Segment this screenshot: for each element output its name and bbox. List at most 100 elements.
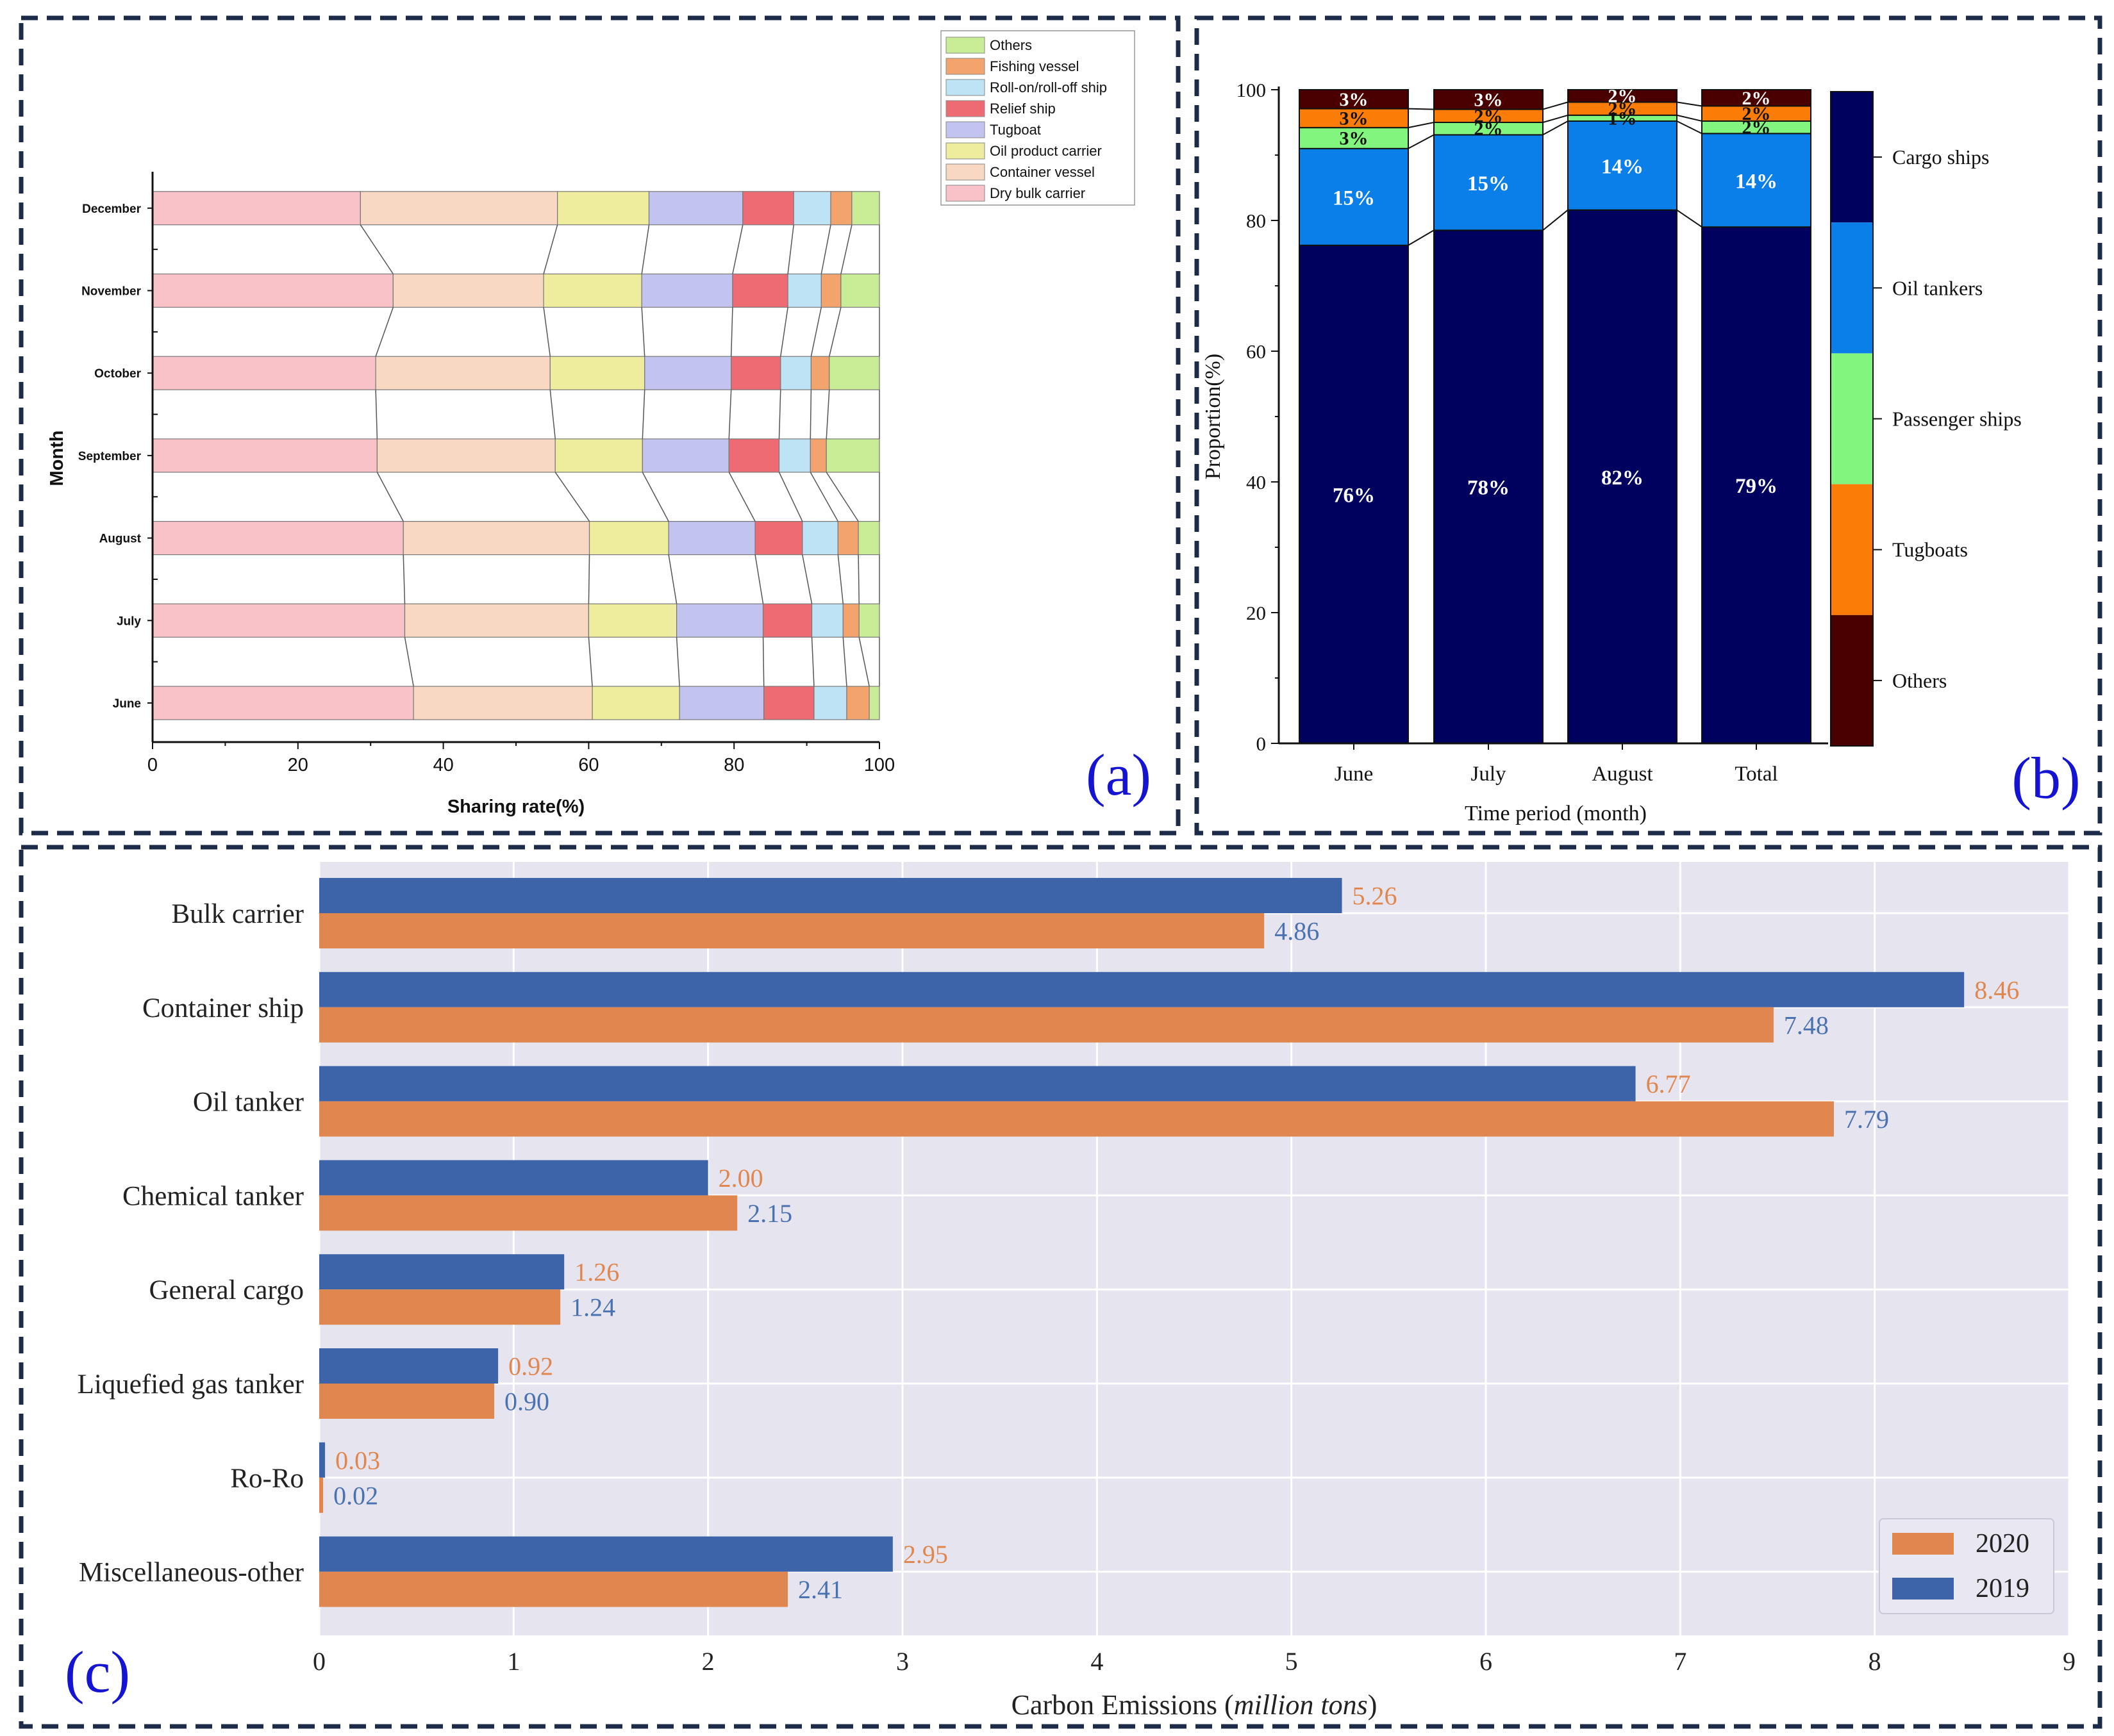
legend-b-swatch-tugboats (1831, 484, 1873, 615)
panel-c-x-axis-label-suffix: ) (1368, 1689, 1377, 1721)
bar-b-june-cargo-ships (1299, 244, 1409, 744)
panel-a-axes: June July August September October November De… (78, 172, 895, 775)
connector-a-june-7 (858, 637, 870, 687)
bar-c-liquefied-gas-tanker-2019 (319, 1348, 499, 1384)
x-tick-label-c-3: 3 (896, 1647, 909, 1676)
bar-b-july-cargo-ships (1433, 229, 1544, 744)
bar-a-october-oil-product-carrier (549, 356, 645, 390)
panel-b-x-axis-label: Time period (month) (1465, 802, 1647, 825)
bar-c-chemical-tanker-2019 (319, 1160, 708, 1196)
value-label-c-miscellaneous-other-2019: 2.95 (903, 1540, 948, 1569)
value-label-c-liquefied-gas-tanker-2019: 0.92 (508, 1352, 553, 1381)
bar-label-b-august-tugboats: 2% (1608, 99, 1637, 120)
bar-b-august-others (1567, 89, 1677, 103)
panel-c-x-axis-label: Carbon Emissions (million tons) (1011, 1689, 1377, 1721)
connector-a-september-3 (642, 390, 645, 439)
bar-a-december-others (851, 191, 880, 226)
bar-c-ro-ro-2020 (319, 1477, 324, 1513)
connector-a-september-5 (778, 390, 781, 439)
y-tick-label-c-general-cargo: General cargo (149, 1275, 304, 1305)
bar-a-december-oil-product-carrier (557, 191, 650, 226)
legend-b-swatch-oil-tankers (1831, 222, 1873, 354)
panel-c-axes: 0 1 2 3 4 5 6 7 8 9 Bulk carrier Container ship Oil … (78, 899, 2076, 1676)
bar-a-september-others (826, 438, 880, 473)
bar-a-june-dry-bulk-carrier (152, 686, 414, 720)
connector-a-august-3 (642, 472, 669, 522)
bar-c-container-ship-2020 (319, 1007, 1774, 1043)
bar-a-july-container-vessel (404, 603, 589, 638)
y-tick-label-a-june: June (113, 697, 141, 711)
bar-a-july-dry-bulk-carrier (152, 603, 406, 638)
bar-a-september-fishing-vessel (810, 438, 827, 473)
panel-b-connectors (1408, 101, 1702, 246)
legend-a-swatch-oil-product-carrier (945, 142, 985, 160)
bar-b-june-oil-tankers (1299, 147, 1409, 246)
bar-a-october-container-vessel (375, 356, 551, 390)
connector-b-june-3 (1408, 122, 1435, 129)
connector-a-october-7 (829, 307, 842, 357)
value-label-c-chemical-tanker-2020: 2.15 (747, 1199, 792, 1228)
connector-a-october-3 (641, 307, 645, 357)
bar-b-july-oil-tankers (1433, 134, 1544, 231)
connector-a-july-6 (837, 554, 844, 604)
connector-b-august-1 (1676, 209, 1702, 228)
connector-b-july-4 (1542, 101, 1569, 110)
bar-a-december-tugboat (648, 191, 744, 226)
connector-a-june-6 (842, 637, 847, 687)
panel-a-y-axis-label: Month (47, 431, 67, 486)
y-tick-label-a-september: September (78, 450, 142, 463)
y-tick-label-c-ro-ro: Ro-Ro (230, 1464, 304, 1494)
bar-c-bulk-carrier-2019 (319, 878, 1342, 913)
bar-a-october-tugboat (644, 356, 732, 390)
y-tick-label-a-november: November (81, 285, 142, 299)
connector-b-july-3 (1542, 114, 1569, 123)
y-tick-label-b-60: 60 (1246, 340, 1266, 363)
x-tick-label-b-july: July (1470, 763, 1506, 786)
legend-a-label-oil-product-carrier: Oil product carrier (990, 143, 1102, 159)
bar-a-december-container-vessel (360, 191, 558, 226)
panel-b-y-axis-label: Proportion(%) (1201, 354, 1225, 479)
connector-a-october-1 (375, 307, 394, 357)
connector-a-august-1 (376, 472, 404, 522)
bar-a-november-roll-on-roll-off-ship (787, 273, 822, 308)
legend-a-label-fishing-vessel: Fishing vessel (990, 58, 1079, 74)
connector-a-november-1 (360, 224, 394, 274)
y-tick-label-a-october: October (94, 367, 141, 381)
bar-a-november-fishing-vessel (820, 273, 842, 308)
bar-label-b-june-tugboats: 3% (1340, 108, 1369, 129)
bar-label-b-august-passenger-ships: 1% (1608, 108, 1637, 129)
value-label-c-oil-tanker-2020: 7.79 (1844, 1105, 1889, 1134)
bar-c-oil-tanker-2020 (319, 1101, 1834, 1137)
legend-a-label-container-vessel: Container vessel (990, 164, 1095, 180)
bar-a-october-relief-ship (731, 356, 781, 390)
bar-a-june-fishing-vessel (846, 686, 870, 720)
x-tick-label-c-0: 0 (313, 1647, 326, 1676)
bar-label-b-total-others: 2% (1742, 88, 1771, 109)
x-tick-label-b-total: Total (1735, 763, 1777, 786)
bar-a-september-dry-bulk-carrier (152, 438, 378, 473)
bar-a-december-relief-ship (742, 191, 794, 226)
legend-a-swatch-relief-ship (945, 100, 985, 117)
panel-c-frame (19, 845, 2102, 1729)
value-label-c-general-cargo-2019: 1.26 (574, 1258, 619, 1287)
bar-a-october-roll-on-roll-off-ship (780, 356, 812, 390)
bar-b-total-cargo-ships (1701, 226, 1811, 744)
bar-a-september-relief-ship (728, 438, 780, 473)
legend-a-swatch-tugboat (945, 121, 985, 138)
bar-label-b-july-cargo-ships: 78% (1467, 477, 1510, 500)
y-tick-label-a-july: July (117, 615, 141, 628)
bar-a-july-fishing-vessel (842, 603, 860, 638)
bar-a-november-oil-product-carrier (543, 273, 642, 308)
legend-b-colorbar-frame (1830, 91, 1874, 747)
panel-b-legend: Cargo ships Oil tankers Passenger ships Tug… (1830, 91, 2022, 747)
y-tick-label-b-80: 80 (1246, 210, 1266, 232)
bar-a-november-relief-ship (732, 273, 788, 308)
legend-a-label-relief-ship: Relief ship (990, 101, 1056, 117)
bar-a-november-tugboat (641, 273, 733, 308)
bar-label-b-total-cargo-ships: 79% (1735, 475, 1777, 498)
bar-a-october-fishing-vessel (810, 356, 830, 390)
connector-a-july-2 (588, 554, 590, 604)
x-tick-label-b-june: June (1335, 763, 1374, 786)
panel-c-value-labels: 5.26 4.86 8.46 7.48 6.77 7.79 2.00 2.15 1.26 1.24… (333, 882, 2019, 1605)
x-tick-label-c-5: 5 (1285, 1647, 1298, 1676)
